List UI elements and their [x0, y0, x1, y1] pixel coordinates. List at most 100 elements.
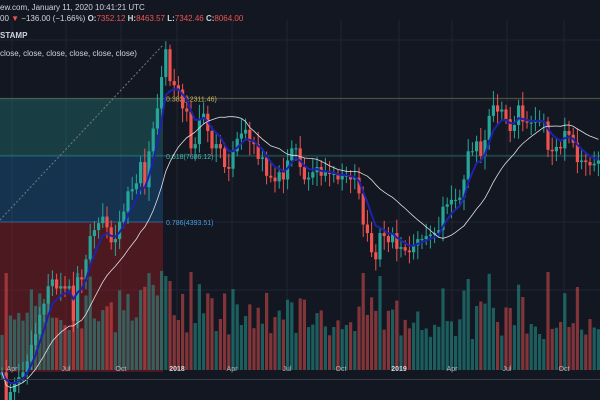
candle-body	[59, 286, 63, 289]
candle-body	[441, 206, 445, 231]
volume-bar	[294, 333, 298, 370]
candle-body	[134, 183, 138, 190]
volume-bar	[580, 329, 584, 370]
candle-body	[97, 223, 101, 231]
candle-body	[4, 372, 8, 400]
candle-body	[311, 172, 315, 178]
volume-bar	[206, 293, 210, 370]
x-tick: 2019	[391, 366, 407, 373]
volume-bar	[542, 339, 546, 370]
high-value: 8463.57	[136, 14, 165, 23]
volume-bar	[281, 319, 285, 370]
candle-body	[223, 148, 227, 168]
candle-body	[370, 233, 374, 253]
candle-body	[533, 121, 537, 123]
volume-bar	[210, 298, 214, 370]
volume-bar	[302, 299, 306, 370]
candle-body	[67, 286, 71, 289]
candle-body	[588, 162, 592, 166]
volume-bar	[378, 276, 382, 370]
time-axis[interactable]: Apr Jul Oct 2018 Apr Jul Oct 2019 Apr Ju…	[0, 361, 600, 380]
candle-body	[504, 109, 508, 120]
x-tick: Oct	[115, 366, 127, 373]
x-tick: Apr	[226, 366, 238, 373]
volume-bar	[504, 307, 508, 370]
candle-body	[302, 167, 306, 180]
volume-bar	[512, 325, 516, 370]
x-tick: 2018	[169, 366, 185, 373]
volume-bar	[428, 336, 432, 370]
volume-bar	[286, 299, 290, 370]
candle-body	[580, 160, 584, 163]
volume-bar	[332, 327, 336, 370]
candle-body	[563, 131, 567, 149]
candle-body	[88, 236, 92, 260]
candle-body	[353, 177, 357, 180]
volume-bar	[412, 322, 416, 370]
volume-bar	[4, 273, 8, 370]
volume-bar	[134, 317, 138, 370]
candle-body	[479, 141, 483, 156]
volume-bar	[122, 310, 126, 370]
candle-body	[273, 177, 277, 182]
candle-body	[508, 119, 512, 132]
candle-body	[193, 144, 197, 149]
volume-bar	[386, 310, 390, 370]
volume-bar	[550, 328, 554, 370]
close-value: 8064.00	[214, 14, 244, 23]
indicator-legend[interactable]: close, close, close, close, close, close…	[0, 49, 137, 58]
close-label: C:	[205, 14, 215, 23]
volume-bar	[403, 319, 407, 370]
x-tick: Jul	[61, 366, 71, 373]
volume-bar	[0, 334, 4, 370]
candle-body	[462, 179, 466, 198]
candle-body	[517, 105, 521, 125]
candle-body	[449, 199, 453, 205]
candle-body	[8, 392, 12, 400]
symbol-exchange[interactable]: STAMP	[0, 31, 28, 40]
volume-bar	[454, 336, 458, 370]
volume-bar	[269, 333, 273, 370]
candle-body	[340, 175, 344, 180]
candle-body	[592, 163, 596, 166]
candle-body	[294, 148, 298, 150]
header-source: ew.com, January 11, 2020 10:41:21 UTC	[0, 3, 145, 12]
candle-body	[298, 148, 302, 168]
volume-bar	[17, 312, 21, 370]
candle-body	[546, 121, 550, 150]
volume-bar	[189, 272, 193, 370]
price-change: −136.00 (−1.66%)	[21, 14, 86, 23]
volume-bar	[21, 320, 25, 370]
high-label: H:	[127, 14, 137, 23]
volume-bar	[290, 302, 294, 370]
volume-bar	[63, 325, 67, 370]
volume-bar	[437, 326, 441, 370]
candle-body	[265, 157, 269, 176]
candle-body	[378, 233, 382, 260]
volume-bar	[491, 307, 495, 370]
candle-body	[529, 122, 533, 124]
volume-bar	[563, 293, 567, 370]
candle-body	[185, 108, 189, 112]
x-tick: Jul	[502, 366, 512, 373]
volume-bar	[265, 292, 269, 370]
volume-bar	[113, 332, 117, 370]
low-label: L:	[167, 14, 175, 23]
volume-bar	[349, 322, 353, 370]
candle-body	[76, 277, 80, 321]
candle-body	[101, 216, 105, 224]
volume-bar	[29, 289, 33, 370]
candle-body	[164, 49, 168, 78]
candle-body	[130, 189, 134, 192]
x-tick: Apr	[446, 366, 458, 373]
candle-body	[336, 173, 340, 180]
candle-body	[256, 144, 260, 159]
low-value: 7342.46	[174, 14, 204, 23]
volume-bar	[575, 287, 579, 370]
open-label: O:	[87, 14, 97, 23]
candle-body	[286, 160, 290, 180]
candle-body	[487, 115, 491, 141]
candle-body	[92, 230, 96, 237]
